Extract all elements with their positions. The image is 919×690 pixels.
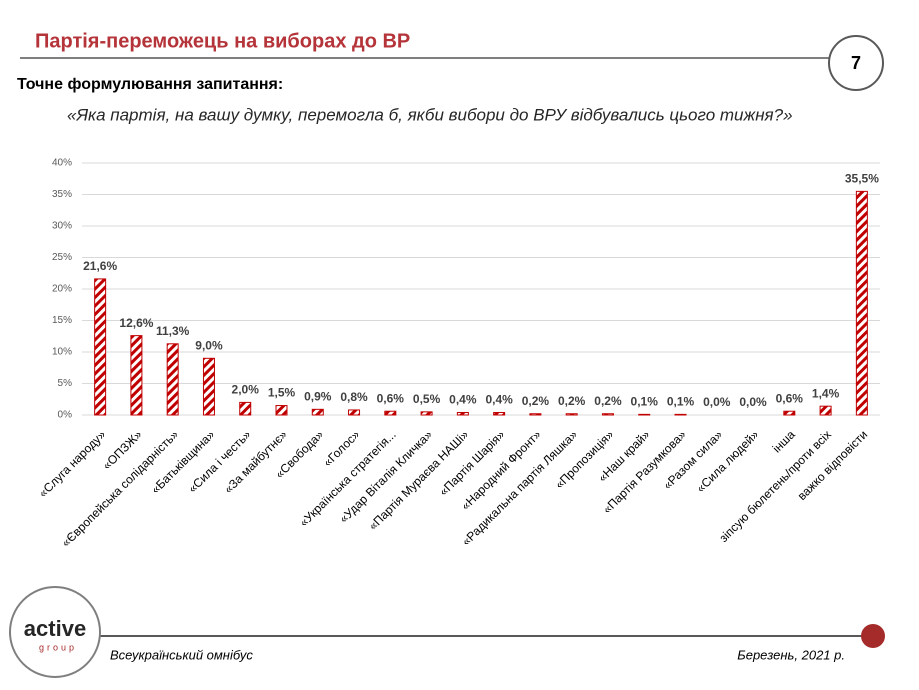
chart: 0% 5% 10% 15% 20% 25% 30% 35% 40% 21,6% «Слуга нар…: [36, 158, 880, 550]
bar: [638, 413, 651, 416]
footer-right: Березень, 2021 р.: [737, 647, 845, 662]
footer-left: Всеукраїнський омнібус: [110, 647, 253, 662]
y-tick-label: 0%: [58, 410, 73, 421]
question-label: Точне формулювання запитання:: [17, 76, 283, 93]
bar: [166, 343, 179, 416]
value-label: 1,5%: [268, 386, 296, 400]
bar: [130, 335, 143, 416]
x-tick-label: «Батьківщина»: [148, 427, 217, 496]
bar: [420, 411, 433, 416]
y-tick-label: 20%: [52, 284, 72, 295]
logo-ring: [9, 586, 101, 678]
value-label: 0,1%: [631, 395, 659, 409]
page-badge: [828, 35, 884, 91]
value-label: 0,9%: [304, 390, 332, 404]
value-label: 0,2%: [522, 394, 550, 408]
bar: [348, 409, 361, 416]
bar: [384, 410, 397, 416]
logo-subtext: group: [39, 642, 77, 652]
value-label: 35,5%: [845, 172, 879, 186]
value-label: 21,6%: [83, 259, 117, 273]
value-label: 11,3%: [156, 324, 190, 338]
x-tick-label: «Партія Шарія»: [436, 427, 507, 498]
bar: [493, 411, 506, 416]
y-tick-label: 10%: [52, 347, 72, 358]
bar: [565, 413, 578, 416]
page-number: 7: [851, 53, 861, 73]
bar: [783, 410, 796, 416]
y-tick-label: 40%: [52, 158, 72, 169]
value-label: 0,4%: [449, 393, 477, 407]
bar: [456, 411, 469, 416]
bar: [202, 357, 215, 416]
value-label: 0,2%: [558, 394, 586, 408]
value-label: 0,6%: [377, 391, 405, 405]
x-tick-label: «Сила і честь»: [185, 427, 253, 495]
value-label: 0,0%: [703, 395, 731, 409]
y-tick-label: 5%: [58, 378, 73, 389]
y-tick-label: 35%: [52, 189, 72, 200]
value-label: 9,0%: [195, 338, 223, 352]
bar: [674, 413, 687, 416]
value-label: 2,0%: [232, 383, 260, 397]
x-tick-label: інша: [770, 427, 798, 455]
value-label: 0,2%: [594, 394, 622, 408]
bar: [94, 278, 107, 416]
question-text: «Яка партія, на вашу думку, перемогла б,…: [67, 105, 793, 124]
y-tick-label: 15%: [52, 315, 72, 326]
value-label: 12,6%: [119, 316, 153, 330]
footer-dot: [861, 624, 885, 648]
y-tick-label: 30%: [52, 221, 72, 232]
value-label: 0,5%: [413, 392, 441, 406]
bar: [239, 401, 252, 416]
value-label: 0,6%: [776, 391, 804, 405]
value-label: 0,1%: [667, 395, 695, 409]
slide-title: Партія-переможець на виборах до ВР: [35, 30, 410, 52]
logo-text: active: [24, 616, 86, 641]
bar: [311, 408, 324, 416]
value-label: 1,4%: [812, 386, 840, 400]
y-tick-label: 25%: [52, 252, 72, 263]
value-label: 0,8%: [340, 390, 368, 404]
bar: [855, 190, 868, 416]
bar: [819, 405, 832, 416]
x-tick-label: «За майбутнє»: [221, 427, 290, 496]
x-tick-label: «Слуга народу»: [36, 427, 109, 500]
x-tick-label: «Сила людей»: [694, 427, 762, 495]
value-label: 0,0%: [739, 395, 767, 409]
bar: [529, 413, 542, 416]
value-label: 0,4%: [485, 393, 513, 407]
bar: [601, 413, 614, 416]
bar: [275, 405, 288, 416]
